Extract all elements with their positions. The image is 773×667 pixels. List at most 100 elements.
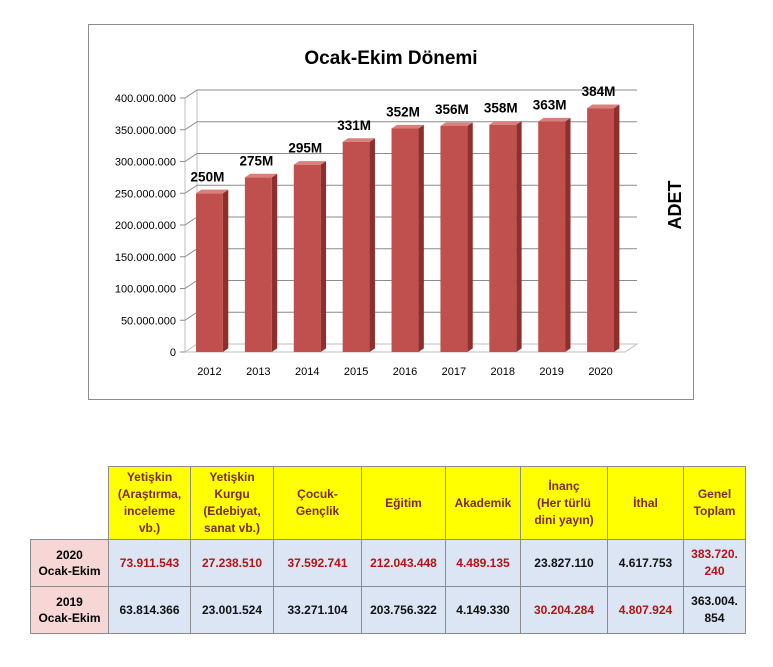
chart-title: Ocak-Ekim Dönemi — [304, 48, 477, 69]
bars — [196, 104, 620, 353]
row-header-line: Ocak-Ekim — [38, 564, 101, 578]
y-tick-label: 50.000.000 — [121, 315, 176, 327]
table-row: 2020 Ocak-Ekim 73.911.543 27.238.510 37.592.… — [30, 539, 746, 587]
column-header-line: Kurgu — [214, 487, 250, 501]
row-header-line: Ocak-Ekim — [38, 611, 101, 625]
column-header: Çocuk- Gençlik — [273, 466, 362, 540]
bar — [538, 117, 571, 353]
table-row: 2019 Ocak-Ekim 63.814.366 23.001.524 33.271.… — [30, 586, 746, 634]
column-header-line: İthal — [633, 495, 658, 510]
table-corner — [31, 467, 109, 540]
data-label: 295M — [288, 141, 322, 156]
column-header-line: (Edebiyat, — [203, 504, 261, 518]
row-header: 2019 Ocak-Ekim — [30, 586, 109, 634]
table-cell: 37.592.741 — [273, 539, 362, 587]
chart-frame: Ocak-Ekim Dönemi 0 50.000.000 100.000.000 1… — [88, 24, 694, 400]
data-table: Yetişkin (Araştırma, inceleme vb.) Yetişkin K… — [30, 466, 746, 634]
table-header-row: Yetişkin (Araştırma, inceleme vb.) Yetişkin K… — [31, 466, 746, 540]
x-tick-label: 2014 — [295, 366, 319, 378]
column-header-line: Çocuk- — [297, 487, 338, 501]
bar — [342, 138, 375, 352]
table-cell: 212.043.448 — [361, 539, 446, 587]
data-label: 331M — [337, 118, 371, 133]
column-header-line: Akademik — [454, 495, 512, 510]
row-header: 2020 Ocak-Ekim — [30, 539, 109, 587]
bar-side — [222, 189, 229, 352]
y-tick-label: 350.000.000 — [115, 125, 176, 137]
x-tick-label: 2018 — [491, 366, 515, 378]
bar-front — [342, 141, 370, 352]
table-cell: 4.149.330 — [445, 586, 521, 634]
y-tick-label: 150.000.000 — [115, 252, 176, 264]
bar-side — [418, 124, 424, 352]
bar-front — [489, 124, 517, 352]
table-cell: 4.617.753 — [607, 539, 684, 587]
x-tick-label: 2015 — [344, 366, 368, 378]
table-cell-line: 363.004. — [691, 594, 738, 608]
gridline — [184, 121, 637, 131]
column-header-line: vb.) — [138, 521, 161, 535]
bar-side — [516, 121, 522, 352]
bar-front — [538, 121, 566, 353]
column-header-line: Yetişkin — [126, 470, 173, 484]
x-tick-label: 2020 — [588, 366, 612, 378]
column-header: Genel Toplam — [683, 466, 746, 540]
data-labels: 250M 275M 295M 331M 352M 356M 358M 363M 384M — [191, 84, 616, 184]
x-tick-label: 2012 — [197, 366, 221, 378]
column-header-line: Genel — [697, 487, 732, 501]
bar-front — [587, 108, 614, 352]
row-header-line: 2020 — [56, 548, 83, 562]
y-tick-labels: 0 50.000.000 100.000.000 150.000.000 200.000… — [115, 93, 176, 359]
data-label: 352M — [386, 104, 420, 119]
table-cell: 30.204.284 — [520, 586, 608, 634]
y-tick-label: 250.000.000 — [115, 188, 176, 200]
bar-front — [293, 164, 321, 352]
bar — [391, 124, 424, 352]
data-label: 356M — [435, 102, 469, 117]
x-tick-label: 2016 — [393, 366, 417, 378]
bar — [244, 173, 278, 352]
table-cell: 363.004. 854 — [683, 586, 746, 634]
column-header-line: sanat vb.) — [203, 521, 260, 535]
table-cell-line: 383.720. — [691, 547, 738, 561]
bar-chart: Ocak-Ekim Dönemi 0 50.000.000 100.000.000 1… — [115, 48, 685, 378]
column-header: İthal — [607, 466, 684, 540]
table-cell: 4.807.924 — [607, 586, 684, 634]
y-tick-label: 400.000.000 — [115, 93, 176, 105]
column-header: Akademik — [445, 466, 521, 540]
bar-side — [271, 173, 278, 352]
table-cell: 4.489.135 — [445, 539, 521, 587]
bar-top — [489, 121, 522, 125]
bar — [293, 161, 327, 352]
x-tick-label: 2013 — [246, 366, 270, 378]
column-header: Yetişkin Kurgu (Edebiyat, sanat vb.) — [190, 466, 274, 540]
table-cell: 23.001.524 — [190, 586, 274, 634]
table-cell-line: 854 — [704, 611, 725, 625]
table-cell: 383.720. 240 — [683, 539, 746, 587]
bar — [196, 189, 229, 352]
y-tick-label: 100.000.000 — [115, 284, 176, 296]
bar — [489, 121, 522, 352]
bar-top — [196, 189, 229, 194]
x-tick-label: 2019 — [539, 366, 563, 378]
column-header-line: (Her türlü — [537, 495, 591, 510]
column-header-line: (Araştırma, — [117, 487, 182, 501]
bar — [587, 104, 620, 352]
bar-side — [614, 104, 620, 352]
bar — [440, 122, 473, 352]
bar-side — [369, 138, 375, 352]
bar-top — [244, 173, 278, 178]
column-header-line: İnanç — [548, 478, 580, 493]
bar-front — [244, 177, 272, 352]
data-label: 250M — [191, 169, 225, 184]
bar-side — [320, 161, 327, 352]
data-label: 275M — [239, 153, 273, 168]
x-tick-label: 2017 — [442, 366, 466, 378]
bar-top — [342, 138, 375, 142]
column-header: Eğitim — [361, 466, 446, 540]
bar-top — [587, 104, 620, 109]
y-tick-label: 200.000.000 — [115, 220, 176, 232]
x-tick-labels: 2012 2013 2014 2015 2016 2017 2018 2019 2020 — [197, 366, 613, 378]
bar-side — [467, 122, 473, 352]
bar-top — [440, 122, 473, 126]
